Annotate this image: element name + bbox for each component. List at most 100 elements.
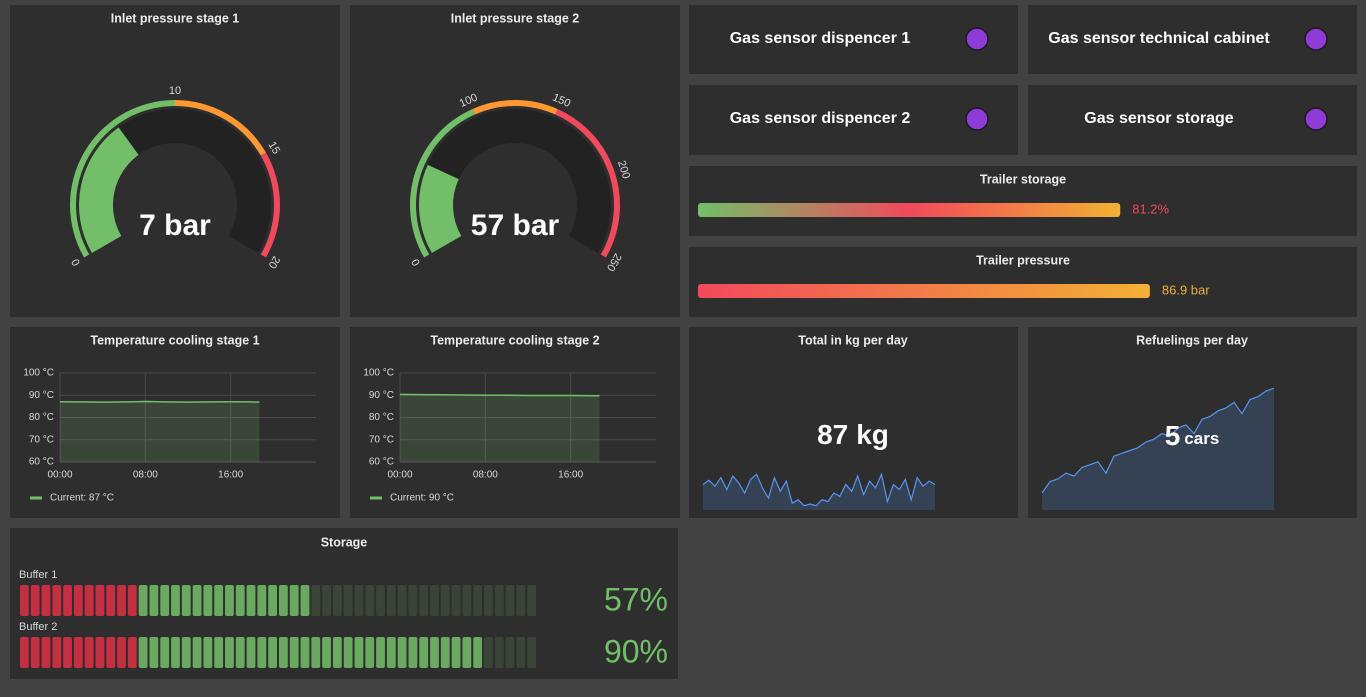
led-cell <box>138 585 148 616</box>
panel-title: Temperature cooling stage 2 <box>430 333 599 347</box>
led-cell <box>354 585 364 616</box>
gauge-tick-label: 200 <box>615 159 632 180</box>
led-cell <box>171 585 180 616</box>
gauge-track <box>418 109 611 254</box>
y-tick-label: 70 °C <box>369 434 394 445</box>
led-cell <box>117 585 126 616</box>
led-cell <box>171 637 180 668</box>
led-cell <box>84 637 94 668</box>
led-cell <box>95 637 105 668</box>
area <box>60 401 260 462</box>
bar <box>698 284 1150 298</box>
led-cell <box>127 585 137 616</box>
gauge-tick-label: 0 <box>69 256 82 267</box>
led-cell <box>95 585 105 616</box>
stat-number: 87 <box>817 419 848 450</box>
bar-value-label: 81.2% <box>1132 201 1169 216</box>
led-cell <box>192 637 202 668</box>
led-cell <box>343 585 353 616</box>
led-cell <box>225 585 234 616</box>
led-cell <box>30 637 40 668</box>
y-tick-label: 80 °C <box>29 412 54 423</box>
sensor-status <box>1304 27 1328 51</box>
led-cell <box>397 585 407 616</box>
led-cell <box>386 637 396 668</box>
gauge-tick-label: 15 <box>266 140 283 157</box>
gauge-value <box>418 164 462 253</box>
led-cell <box>160 585 170 616</box>
legend-label: Current: 90 °C <box>390 493 454 504</box>
led-cell <box>419 585 429 616</box>
led-cell <box>440 585 450 616</box>
panel <box>689 85 1018 155</box>
sparkline <box>702 472 936 507</box>
row-label: Buffer 1 <box>19 569 57 581</box>
led-cell <box>279 637 288 668</box>
led-cell <box>84 585 94 616</box>
gauge-value-label: 57 bar <box>471 209 560 242</box>
led-cell <box>149 637 159 668</box>
panel-title: Refuelings per day <box>1136 333 1248 347</box>
led-cell <box>289 585 299 616</box>
led-cell <box>527 637 536 668</box>
led-cell <box>268 637 277 668</box>
led-cell <box>343 637 353 668</box>
led-cell <box>386 585 396 616</box>
led-bar <box>20 585 536 616</box>
gauge-tick-label: 20 <box>266 254 283 271</box>
led-cell <box>268 585 277 616</box>
panel <box>10 5 340 317</box>
row-value-label: 57% <box>604 581 668 617</box>
led-cell <box>300 585 310 616</box>
panel-title: Storage <box>321 535 368 549</box>
panel-title: Inlet pressure stage 2 <box>451 11 580 25</box>
sensor-label: Gas sensor dispencer 2 <box>730 110 911 127</box>
threshold-band <box>69 100 175 258</box>
led-cell <box>149 585 159 616</box>
led-cell <box>279 585 288 616</box>
led-cell <box>451 585 461 616</box>
led-cell <box>505 637 515 668</box>
led-cell <box>20 585 29 616</box>
panel <box>10 327 340 518</box>
led-cell <box>20 637 29 668</box>
led-cell <box>311 637 321 668</box>
led-cell <box>235 585 245 616</box>
led-cell <box>462 585 472 616</box>
bar <box>698 203 1121 217</box>
panel-title: Temperature cooling stage 1 <box>90 333 259 347</box>
led-cell <box>322 637 331 668</box>
panel <box>689 166 1357 236</box>
led-cell <box>257 585 267 616</box>
led-cell <box>494 585 504 616</box>
panel <box>689 247 1357 317</box>
y-tick-label: 60 °C <box>29 457 54 468</box>
stat-value: 87 kg <box>817 419 889 450</box>
led-cell <box>462 637 472 668</box>
x-tick-label: 16:00 <box>218 470 243 481</box>
x-tick-label: 08:00 <box>133 470 158 481</box>
line <box>399 393 600 397</box>
gauge-value <box>79 127 139 253</box>
stat-unit: kg <box>856 419 889 450</box>
led-cell <box>473 637 483 668</box>
panel-title: Inlet pressure stage 1 <box>111 11 240 25</box>
gauge-tick-label: 0 <box>409 256 422 267</box>
panel <box>350 5 680 317</box>
y-tick-label: 100 °C <box>363 368 394 379</box>
stat-value: 5 cars <box>1165 420 1220 451</box>
led-cell <box>63 585 72 616</box>
led-cell <box>192 585 202 616</box>
sparkline-area <box>1042 388 1274 510</box>
led-cell <box>246 585 256 616</box>
led-cell <box>473 585 483 616</box>
led-cell <box>160 637 170 668</box>
led-cell <box>106 637 116 668</box>
led-cell <box>484 637 493 668</box>
led-cell <box>419 637 429 668</box>
led-cell <box>451 637 461 668</box>
led-cell <box>52 637 62 668</box>
led-cell <box>365 637 375 668</box>
led-cell <box>376 637 385 668</box>
led-cell <box>181 637 191 668</box>
